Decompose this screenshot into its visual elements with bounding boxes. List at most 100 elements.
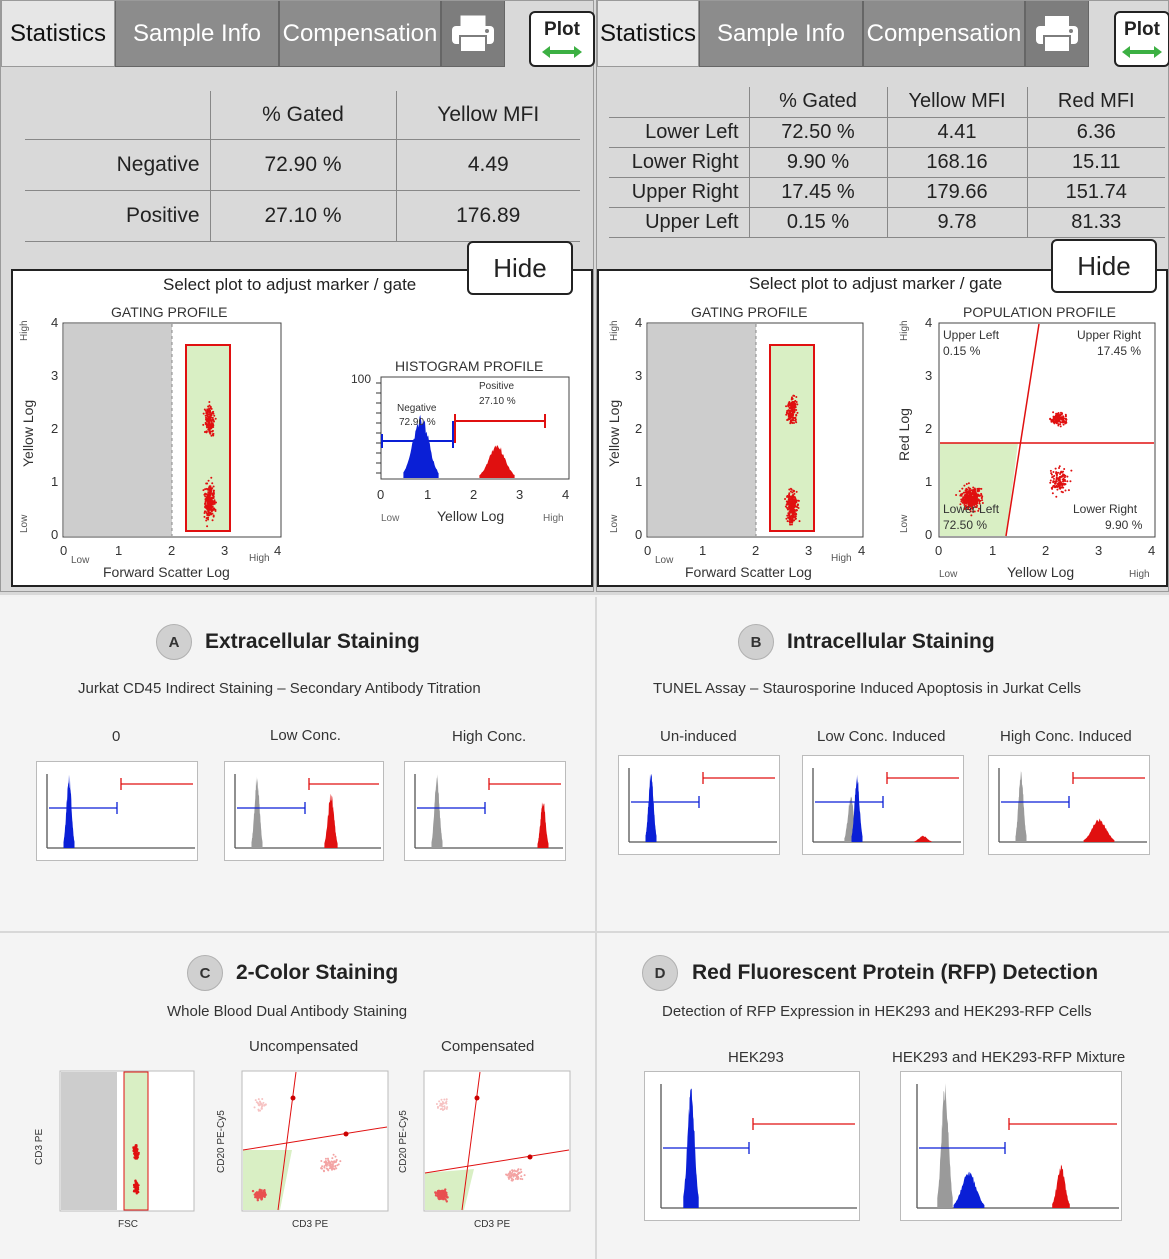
y-tick: 2 — [635, 421, 642, 436]
x-tick: 1 — [699, 543, 706, 558]
y-tick: 3 — [925, 368, 932, 383]
cell-red-mfi: 81.33 — [1027, 207, 1165, 238]
print-button[interactable] — [1025, 1, 1089, 67]
x-tick: 0 — [60, 543, 67, 558]
y-tick: 4 — [925, 315, 932, 330]
y-tick: 0 — [51, 527, 58, 542]
row-label: Positive — [25, 190, 211, 242]
row-label: Upper Right — [609, 177, 750, 208]
panel-a-subtitle: Jurkat CD45 Indirect Staining – Secondar… — [78, 680, 481, 697]
quadrant-ul-pct: 0.15 % — [943, 344, 981, 358]
x-tick: 4 — [1148, 543, 1155, 558]
printer-icon — [1036, 15, 1078, 53]
y-high-label: High — [19, 320, 30, 341]
panel-d-subtitle: Detection of RFP Expression in HEK293 an… — [662, 1003, 1092, 1020]
c-gating-ylabel: CD3 PE — [34, 1129, 45, 1165]
x-tick: 2 — [168, 543, 175, 558]
left-app-window: Statistics Sample Info Compensation Plot… — [0, 0, 595, 592]
x-tick: 2 — [1042, 543, 1049, 558]
y-tick: 4 — [635, 315, 642, 330]
print-button[interactable] — [441, 1, 505, 67]
tab-statistics[interactable]: Statistics — [597, 1, 699, 67]
vertical-quadrant-line[interactable] — [1005, 323, 1040, 537]
plot-button-label: Plot — [544, 19, 580, 40]
quadrant-ll-label: Lower Left — [943, 502, 1000, 516]
histogram-title: HISTOGRAM PROFILE — [395, 358, 543, 374]
panel-c-label-0: Uncompensated — [249, 1038, 359, 1055]
col-header-yellow-mfi: Yellow MFI — [887, 87, 1028, 118]
quadrant-lr-label: Lower Right — [1073, 502, 1138, 516]
c-pop-ylabel: CD20 PE-Cy5 — [398, 1110, 409, 1173]
x-tick: 2 — [752, 543, 759, 558]
right-plot-area[interactable]: Select plot to adjust marker / gate GATI… — [597, 269, 1168, 587]
plot-button-label: Plot — [1124, 19, 1160, 40]
left-plots-svg: GATING PROFILE High Low Yellow Log 0 1 2… — [19, 304, 570, 580]
cell-yellow-mfi: 179.66 — [887, 177, 1028, 208]
tab-compensation[interactable]: Compensation — [863, 1, 1025, 67]
badge-d: D — [642, 955, 678, 991]
panel-a-label-2: High Conc. — [452, 728, 527, 745]
col-header-gated: % Gated — [749, 87, 888, 118]
top-screens: Statistics Sample Info Compensation Plot… — [0, 0, 1169, 595]
x-high-label: High — [831, 553, 852, 564]
right-plots-svg: GATING PROFILE High Low Yellow Log 0 1 2… — [606, 304, 1156, 580]
y-tick: 2 — [51, 421, 58, 436]
gating-ylabel: Yellow Log — [20, 400, 36, 467]
x-low-label: Low — [655, 555, 674, 566]
x-tick: 3 — [805, 543, 812, 558]
hide-button[interactable]: Hide — [467, 241, 573, 295]
mini-population-c-0: CD20 PE-Cy5 CD3 PE — [216, 1070, 389, 1230]
y-high-label: High — [609, 320, 620, 341]
hist-y-top: 100 — [351, 372, 371, 386]
cell-gated: 72.90 % — [210, 139, 397, 191]
hide-button[interactable]: Hide — [1051, 239, 1157, 293]
row-label: Negative — [25, 139, 211, 191]
panel-a-label-1: Low Conc. — [270, 727, 341, 744]
x-low-label: Low — [71, 555, 90, 566]
population-ylabel: Red Log — [896, 408, 912, 461]
mini-population-c-1: CD20 PE-Cy5 CD3 PE — [398, 1070, 571, 1230]
panel-b-label-2: High Conc. Induced — [1000, 728, 1132, 745]
y-tick: 4 — [51, 315, 58, 330]
x-high-label: High — [543, 513, 564, 524]
c-gating-xlabel: FSC — [118, 1219, 138, 1230]
population-events — [955, 411, 1073, 517]
x-tick: 0 — [377, 487, 384, 502]
cell-red-mfi: 6.36 — [1027, 117, 1165, 148]
plot-button[interactable]: Plot — [1114, 11, 1169, 67]
col-header-red-mfi: Red MFI — [1027, 87, 1165, 118]
quadrant-ul-label: Upper Left — [943, 328, 1000, 342]
gating-ylabel: Yellow Log — [606, 400, 622, 467]
panel-d-label-1: HEK293 and HEK293-RFP Mixture — [892, 1049, 1126, 1066]
histogram-positive-peak — [479, 445, 515, 478]
x-tick: 4 — [562, 487, 569, 502]
gating-xlabel: Forward Scatter Log — [103, 564, 230, 580]
y-tick: 0 — [635, 527, 642, 542]
right-stats-table: % Gated Yellow MFI Red MFI Lower Left 72.… — [609, 87, 1165, 238]
plot-button[interactable]: Plot — [529, 11, 595, 67]
cell-yellow-mfi: 4.49 — [396, 139, 580, 191]
left-plot-area[interactable]: Select plot to adjust marker / gate GATI… — [11, 269, 593, 587]
row-label: Upper Left — [609, 207, 750, 238]
tab-compensation[interactable]: Compensation — [279, 1, 441, 67]
mini-hist-a-2 — [404, 761, 566, 861]
histogram-xlabel: Yellow Log — [437, 508, 504, 524]
cell-yellow-mfi: 176.89 — [396, 190, 580, 242]
cell-gated: 0.15 % — [749, 207, 888, 238]
tab-statistics[interactable]: Statistics — [1, 1, 115, 67]
tab-sample-info[interactable]: Sample Info — [115, 1, 279, 67]
hist-y-minor-ticks — [376, 382, 381, 474]
mini-hist-a-0 — [36, 761, 198, 861]
gating-title: GATING PROFILE — [691, 304, 807, 320]
cell-red-mfi: 151.74 — [1027, 177, 1165, 208]
col-header-gated: % Gated — [210, 91, 397, 140]
panel-a-label-0: 0 — [112, 728, 121, 745]
population-title: POPULATION PROFILE — [963, 304, 1116, 320]
positive-label: Positive — [479, 381, 514, 392]
panel-b-title: Intracellular Staining — [787, 630, 995, 653]
cell-gated: 17.45 % — [749, 177, 888, 208]
printer-icon — [452, 15, 494, 53]
tab-sample-info[interactable]: Sample Info — [699, 1, 863, 67]
y-high-label: High — [899, 320, 910, 341]
mini-hist-b-0 — [618, 755, 780, 855]
